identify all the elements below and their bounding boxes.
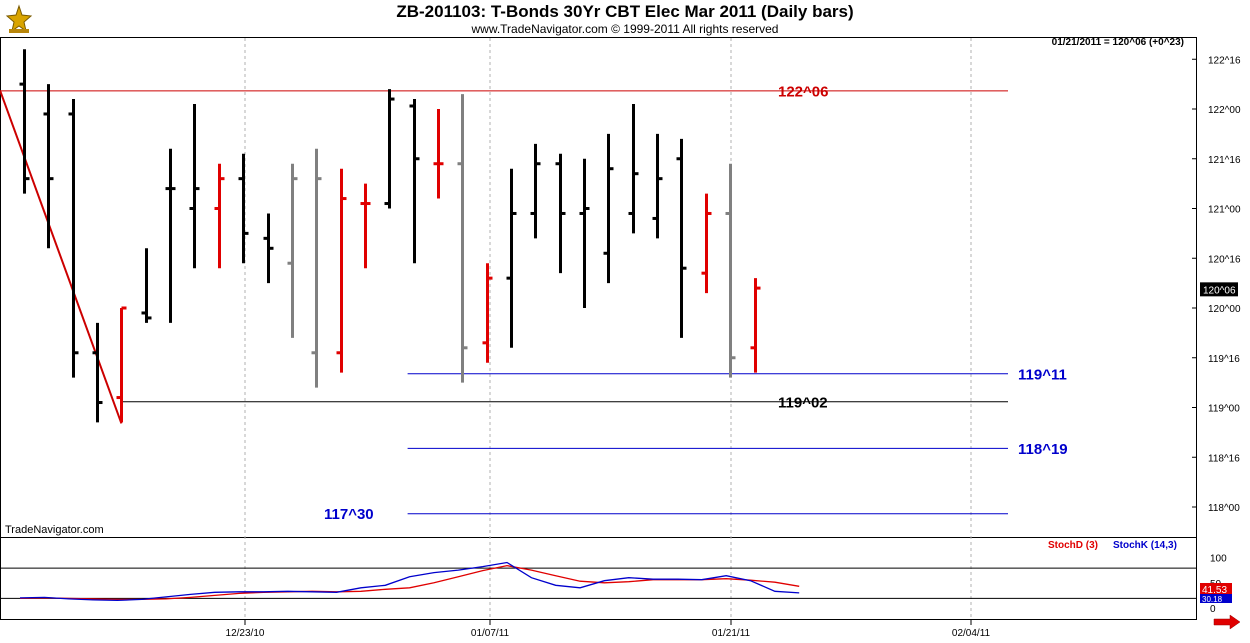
x-tick-label: 01/07/11 <box>471 628 510 639</box>
level-label: 119^02 <box>778 394 828 411</box>
ohlc-bar <box>165 148 176 323</box>
ohlc-bar <box>263 213 274 284</box>
x-tick-label: 12/23/10 <box>226 628 265 639</box>
ohlc-bar <box>43 84 54 249</box>
chart-subtitle: www.TradeNavigator.com © 1999-2011 All r… <box>471 22 779 36</box>
trendline <box>0 90 123 424</box>
ohlc-bar <box>19 49 30 194</box>
stochd-line <box>19 564 800 601</box>
legend-stochd: StochD (3) <box>1048 540 1098 551</box>
stoch-y-tick-label: 0 <box>1210 604 1216 615</box>
legend-stochk: StochK (14,3) <box>1113 540 1177 551</box>
stochd-value-box <box>1200 583 1232 595</box>
stochk-line <box>19 561 800 602</box>
ohlc-bar <box>238 153 249 264</box>
ohlc-bar <box>311 148 322 388</box>
horizontal-levels: 122^06 119^11 119^02 118^19 117^30 <box>0 83 1068 523</box>
ohlc-bar <box>116 306 127 423</box>
ohlc-bar <box>409 99 420 264</box>
y-tick-label: 121^16 <box>1208 155 1241 166</box>
ohlc-bar <box>384 89 395 209</box>
trade-navigator-logo-icon <box>3 3 35 35</box>
stochd-value-label: 41.53 <box>1202 585 1227 596</box>
y-tick-label: 122^00 <box>1208 105 1241 116</box>
ohlc-bar <box>579 158 590 308</box>
current-price-box <box>1200 282 1238 297</box>
price-axis: 122^16 122^00 121^16 121^00 120^16 120^00 119^… <box>1192 55 1241 514</box>
y-tick-label: 119^00 <box>1208 404 1240 415</box>
ohlc-bar <box>506 168 517 348</box>
ohlc-bar <box>603 133 614 284</box>
stoch-y-tick-label: 100 <box>1210 554 1227 565</box>
y-tick-label: 120^00 <box>1208 304 1241 315</box>
chart-frame <box>0 37 1197 620</box>
ohlc-bar <box>92 322 103 423</box>
plot-border <box>0 37 1197 620</box>
y-tick-label: 118^16 <box>1208 453 1240 464</box>
ohlc-bar <box>628 104 639 234</box>
stochk-value-box <box>1200 594 1232 603</box>
ohlc-bar <box>725 163 736 378</box>
y-tick-label: 118^00 <box>1208 503 1240 514</box>
ohlc-bar <box>68 99 79 378</box>
ohlc-bar <box>287 163 298 338</box>
ohlc-bar <box>433 109 444 199</box>
level-label: 118^19 <box>1018 441 1068 458</box>
ohlc-bar <box>141 248 152 323</box>
y-tick-label: 122^16 <box>1208 55 1241 66</box>
x-tick-label: 02/04/11 <box>952 628 991 639</box>
chart-title: ZB-201103: T-Bonds 30Yr CBT Elec Mar 201… <box>396 2 854 21</box>
ohlc-bar <box>530 143 541 239</box>
x-tick-label: 01/21/11 <box>712 628 751 639</box>
price-readout: 01/21/2011 = 120^06 (+0^23) <box>1051 37 1184 48</box>
ohlc-bar <box>189 104 200 269</box>
level-label: 119^11 <box>1018 366 1067 383</box>
price-bars <box>19 49 761 423</box>
stochk-value-label: 30.18 <box>1202 595 1223 604</box>
date-axis: 12/23/10 01/07/11 01/21/11 02/04/11 <box>226 620 991 639</box>
y-tick-label: 120^16 <box>1208 254 1241 265</box>
ohlc-bar <box>214 163 225 269</box>
chart-grid <box>244 38 972 620</box>
current-price-label: 120^06 <box>1203 285 1236 296</box>
ohlc-bar <box>750 278 761 373</box>
red-right-arrow-icon[interactable] <box>1212 614 1242 630</box>
ohlc-bar <box>336 168 347 373</box>
ohlc-bar <box>482 263 493 363</box>
y-tick-label: 119^16 <box>1208 354 1240 365</box>
ohlc-bar <box>555 153 566 274</box>
ohlc-bar <box>360 183 371 269</box>
ohlc-bar <box>652 133 663 239</box>
level-label: 117^30 <box>324 506 374 523</box>
watermark: TradeNavigator.com <box>5 524 104 536</box>
level-label: 122^06 <box>778 83 828 100</box>
ohlc-bar <box>457 94 468 383</box>
ohlc-bar <box>701 193 712 294</box>
ohlc-bar <box>676 138 687 338</box>
y-tick-label: 121^00 <box>1208 205 1241 216</box>
